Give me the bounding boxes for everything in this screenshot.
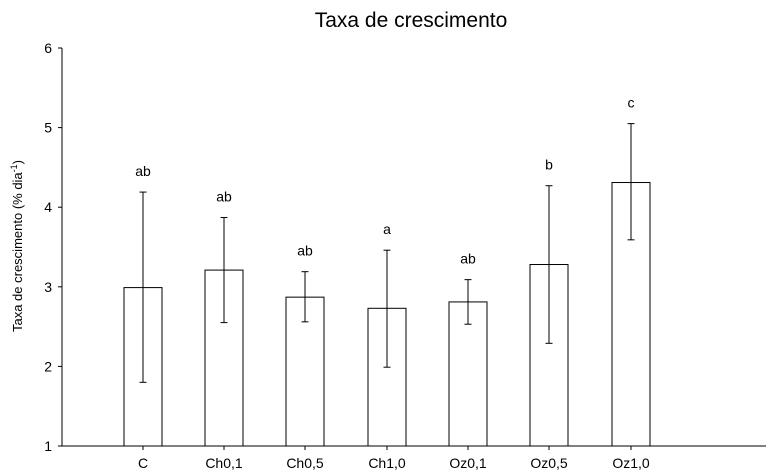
- x-tick-label: C: [138, 455, 148, 471]
- bar: [204, 269, 244, 447]
- significance-label: a: [383, 221, 391, 237]
- bars: ab ab ab a ab b c: [123, 95, 651, 447]
- significance-label: c: [628, 95, 635, 111]
- x-tick-label: Oz1,0: [612, 455, 650, 471]
- x-tick-label: Ch0,1: [205, 455, 243, 471]
- y-tick-label: 2: [44, 358, 52, 374]
- y-axis-label-superscript: -1: [9, 164, 19, 172]
- significance-label: ab: [460, 251, 476, 267]
- y-axis-label: Taxa de crescimento (% dia-1): [9, 160, 25, 332]
- y-tick-label: 4: [44, 199, 52, 215]
- significance-label: ab: [135, 163, 151, 179]
- y-tick-label: 3: [44, 279, 52, 295]
- bar: [448, 301, 488, 447]
- axes: 1 2 3 4 5 6 C Ch0,1 Ch0,5 Ch1,0 Oz0,1 Oz0,5 Oz1,0: [44, 40, 766, 471]
- x-tick-label: Ch0,5: [286, 455, 324, 471]
- significance-label: ab: [297, 243, 313, 259]
- significance-label: b: [545, 157, 553, 173]
- x-tick-label: Ch1,0: [368, 455, 406, 471]
- y-tick-label: 6: [44, 40, 52, 56]
- y-axis-label-close: ): [10, 160, 25, 164]
- significance-label: ab: [216, 189, 232, 205]
- x-tick-label: Oz0,1: [449, 455, 487, 471]
- y-tick-label: 1: [44, 438, 52, 454]
- y-axis-label-main: Taxa de crescimento (% dia: [10, 172, 25, 332]
- y-tick-label: 5: [44, 120, 52, 136]
- x-tick-label: Oz0,5: [530, 455, 568, 471]
- chart-title: Taxa de crescimento: [315, 9, 508, 32]
